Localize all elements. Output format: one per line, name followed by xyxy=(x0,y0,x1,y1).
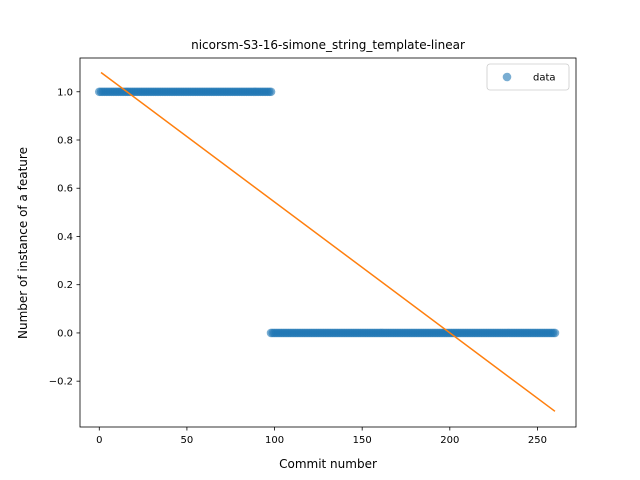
y-tick-label: 0.6 xyxy=(57,184,73,195)
x-tick-label: 50 xyxy=(181,435,194,446)
plot-area xyxy=(94,71,560,412)
x-tick-label: 150 xyxy=(353,435,372,446)
fit-line xyxy=(100,71,556,412)
x-axis-title: Commit number xyxy=(279,457,377,471)
y-tick-label: 0.8 xyxy=(57,136,73,147)
y-tick-label: 0.0 xyxy=(57,328,73,339)
y-tick-label: 0.2 xyxy=(57,280,73,291)
data-point xyxy=(266,87,276,97)
y-tick-label: 0.4 xyxy=(57,232,73,243)
chart-title: nicorsm-S3-16-simone_string_template-lin… xyxy=(191,38,465,52)
axes: 0 50 100 150 200 250 −0.2 0.0 0.2 0.4 0.6 0.8 1.0 xyxy=(49,57,577,446)
x-tick-label: 0 xyxy=(96,435,102,446)
legend-label: data xyxy=(533,73,556,84)
x-tick-label: 200 xyxy=(440,435,459,446)
y-axis-title: Number of instance of a feature xyxy=(16,147,30,339)
x-tick-label: 100 xyxy=(265,435,284,446)
y-tick-label: 1.0 xyxy=(57,87,73,98)
legend-marker xyxy=(502,72,512,82)
axes-frame xyxy=(79,57,577,428)
data-point xyxy=(550,328,560,338)
y-tick-label: −0.2 xyxy=(49,377,73,388)
legend-box xyxy=(486,63,570,91)
legend: data xyxy=(486,63,570,91)
x-tick-label: 250 xyxy=(528,435,547,446)
